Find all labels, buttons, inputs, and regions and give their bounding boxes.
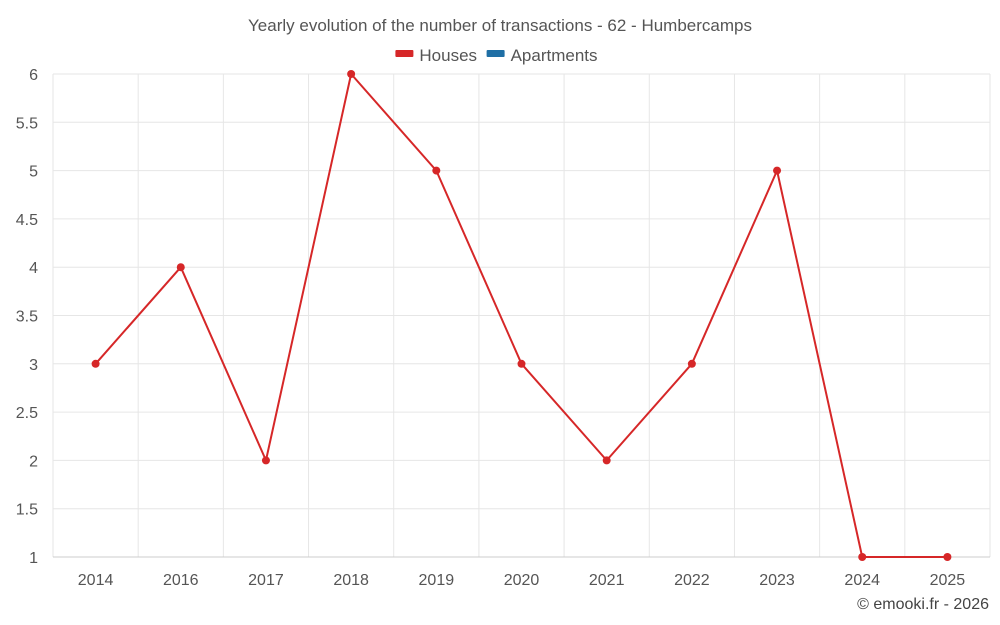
data-point[interactable] — [91, 359, 100, 368]
grid — [52, 73, 991, 558]
x-tick-label: 2023 — [759, 572, 795, 589]
y-tick-label: 5 — [29, 164, 38, 181]
data-point[interactable] — [943, 553, 952, 561]
chart-title: Yearly evolution of the number of transa… — [248, 16, 752, 35]
series-points — [91, 70, 952, 561]
x-tick-label: 2018 — [333, 572, 369, 589]
data-point[interactable] — [432, 166, 441, 175]
legend: Houses Apartments — [395, 46, 598, 65]
legend-item-label[interactable]: Apartments — [511, 46, 598, 65]
data-point[interactable] — [602, 456, 611, 465]
y-tick-label: 1.5 — [16, 502, 38, 519]
x-axis-ticks: 2014 2016 2017 2018 2019 2020 2021 2022 2023 2024… — [78, 572, 966, 589]
x-tick-label: 2014 — [78, 572, 114, 589]
x-tick-label: 2024 — [844, 572, 880, 589]
y-tick-label: 3 — [29, 357, 38, 374]
data-point[interactable] — [517, 359, 526, 368]
legend-swatch[interactable] — [486, 50, 505, 57]
data-point[interactable] — [687, 359, 696, 368]
x-tick-label: 2016 — [163, 572, 199, 589]
x-tick-label: 2025 — [930, 572, 966, 589]
data-point[interactable] — [773, 166, 782, 175]
legend-item-label[interactable]: Houses — [419, 46, 477, 65]
y-tick-label: 4 — [29, 260, 38, 277]
credit-text: © emooki.fr - 2026 — [857, 596, 989, 613]
data-point[interactable] — [858, 553, 867, 561]
x-tick-label: 2017 — [248, 572, 284, 589]
y-tick-label: 2 — [29, 453, 38, 470]
y-tick-label: 5.5 — [16, 115, 38, 132]
x-tick-label: 2021 — [589, 572, 625, 589]
x-tick-label: 2020 — [504, 572, 540, 589]
data-point[interactable] — [261, 456, 270, 465]
x-tick-label: 2022 — [674, 572, 710, 589]
legend-swatch[interactable] — [395, 50, 414, 57]
y-tick-label: 1 — [29, 550, 38, 567]
y-axis-ticks: 1 1.5 2 2.5 3 3.5 4 4.5 5 5.5 6 — [16, 67, 38, 567]
y-tick-label: 3.5 — [16, 309, 38, 326]
y-tick-label: 4.5 — [16, 212, 38, 229]
x-tick-label: 2019 — [419, 572, 455, 589]
y-tick-label: 2.5 — [16, 405, 38, 422]
data-point[interactable] — [347, 70, 356, 78]
data-point[interactable] — [176, 263, 185, 272]
y-tick-label: 6 — [29, 67, 38, 84]
